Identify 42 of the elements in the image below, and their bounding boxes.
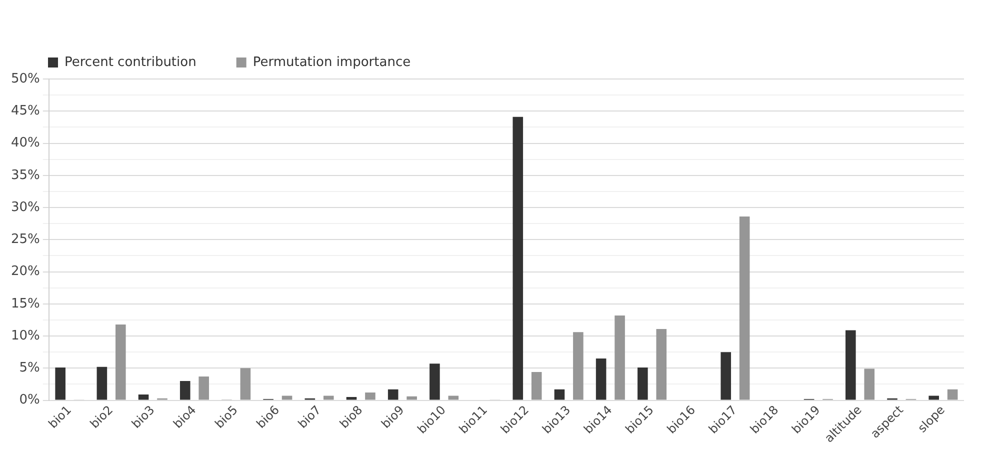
bar: [406, 396, 417, 400]
bar: [720, 352, 732, 400]
legend-label: Percent contribution: [64, 54, 196, 70]
y-tick-label: 0%: [19, 392, 40, 408]
y-tick-label: 15%: [10, 296, 40, 312]
bar: [739, 216, 750, 400]
bar: [365, 392, 376, 400]
bar: [656, 328, 667, 400]
bar: [55, 367, 66, 400]
bar: [240, 368, 251, 400]
bar: [928, 396, 939, 400]
bar: [282, 396, 292, 400]
y-tick-label: 40%: [10, 136, 40, 151]
bar: [638, 367, 648, 400]
bar: [346, 397, 357, 400]
y-tick-label: 25%: [10, 232, 40, 248]
y-tick-label: 10%: [10, 328, 40, 344]
bar: [554, 389, 565, 400]
bar: [116, 324, 126, 400]
bar: [531, 372, 542, 400]
bar: [198, 376, 209, 400]
y-tick-label: 50%: [10, 71, 40, 86]
bar: [947, 389, 958, 400]
bar: [864, 368, 875, 400]
bar: [323, 396, 334, 400]
y-tick-label: 45%: [10, 104, 40, 118]
bar: [138, 394, 149, 400]
legend-label: Permutation importance: [252, 54, 411, 70]
bar: [180, 380, 190, 400]
bar: [573, 332, 584, 400]
bar: [512, 116, 524, 400]
bar: [614, 315, 625, 400]
bar: [388, 389, 398, 400]
bar: [448, 396, 459, 400]
bar: [430, 364, 440, 400]
bar: [846, 330, 856, 400]
y-tick-label: 20%: [10, 264, 40, 280]
y-tick-label: 35%: [10, 168, 40, 183]
y-tick-label: 5%: [19, 360, 40, 376]
y-tick-label: 30%: [10, 200, 40, 215]
bar: [596, 358, 606, 400]
bar: [96, 366, 108, 400]
